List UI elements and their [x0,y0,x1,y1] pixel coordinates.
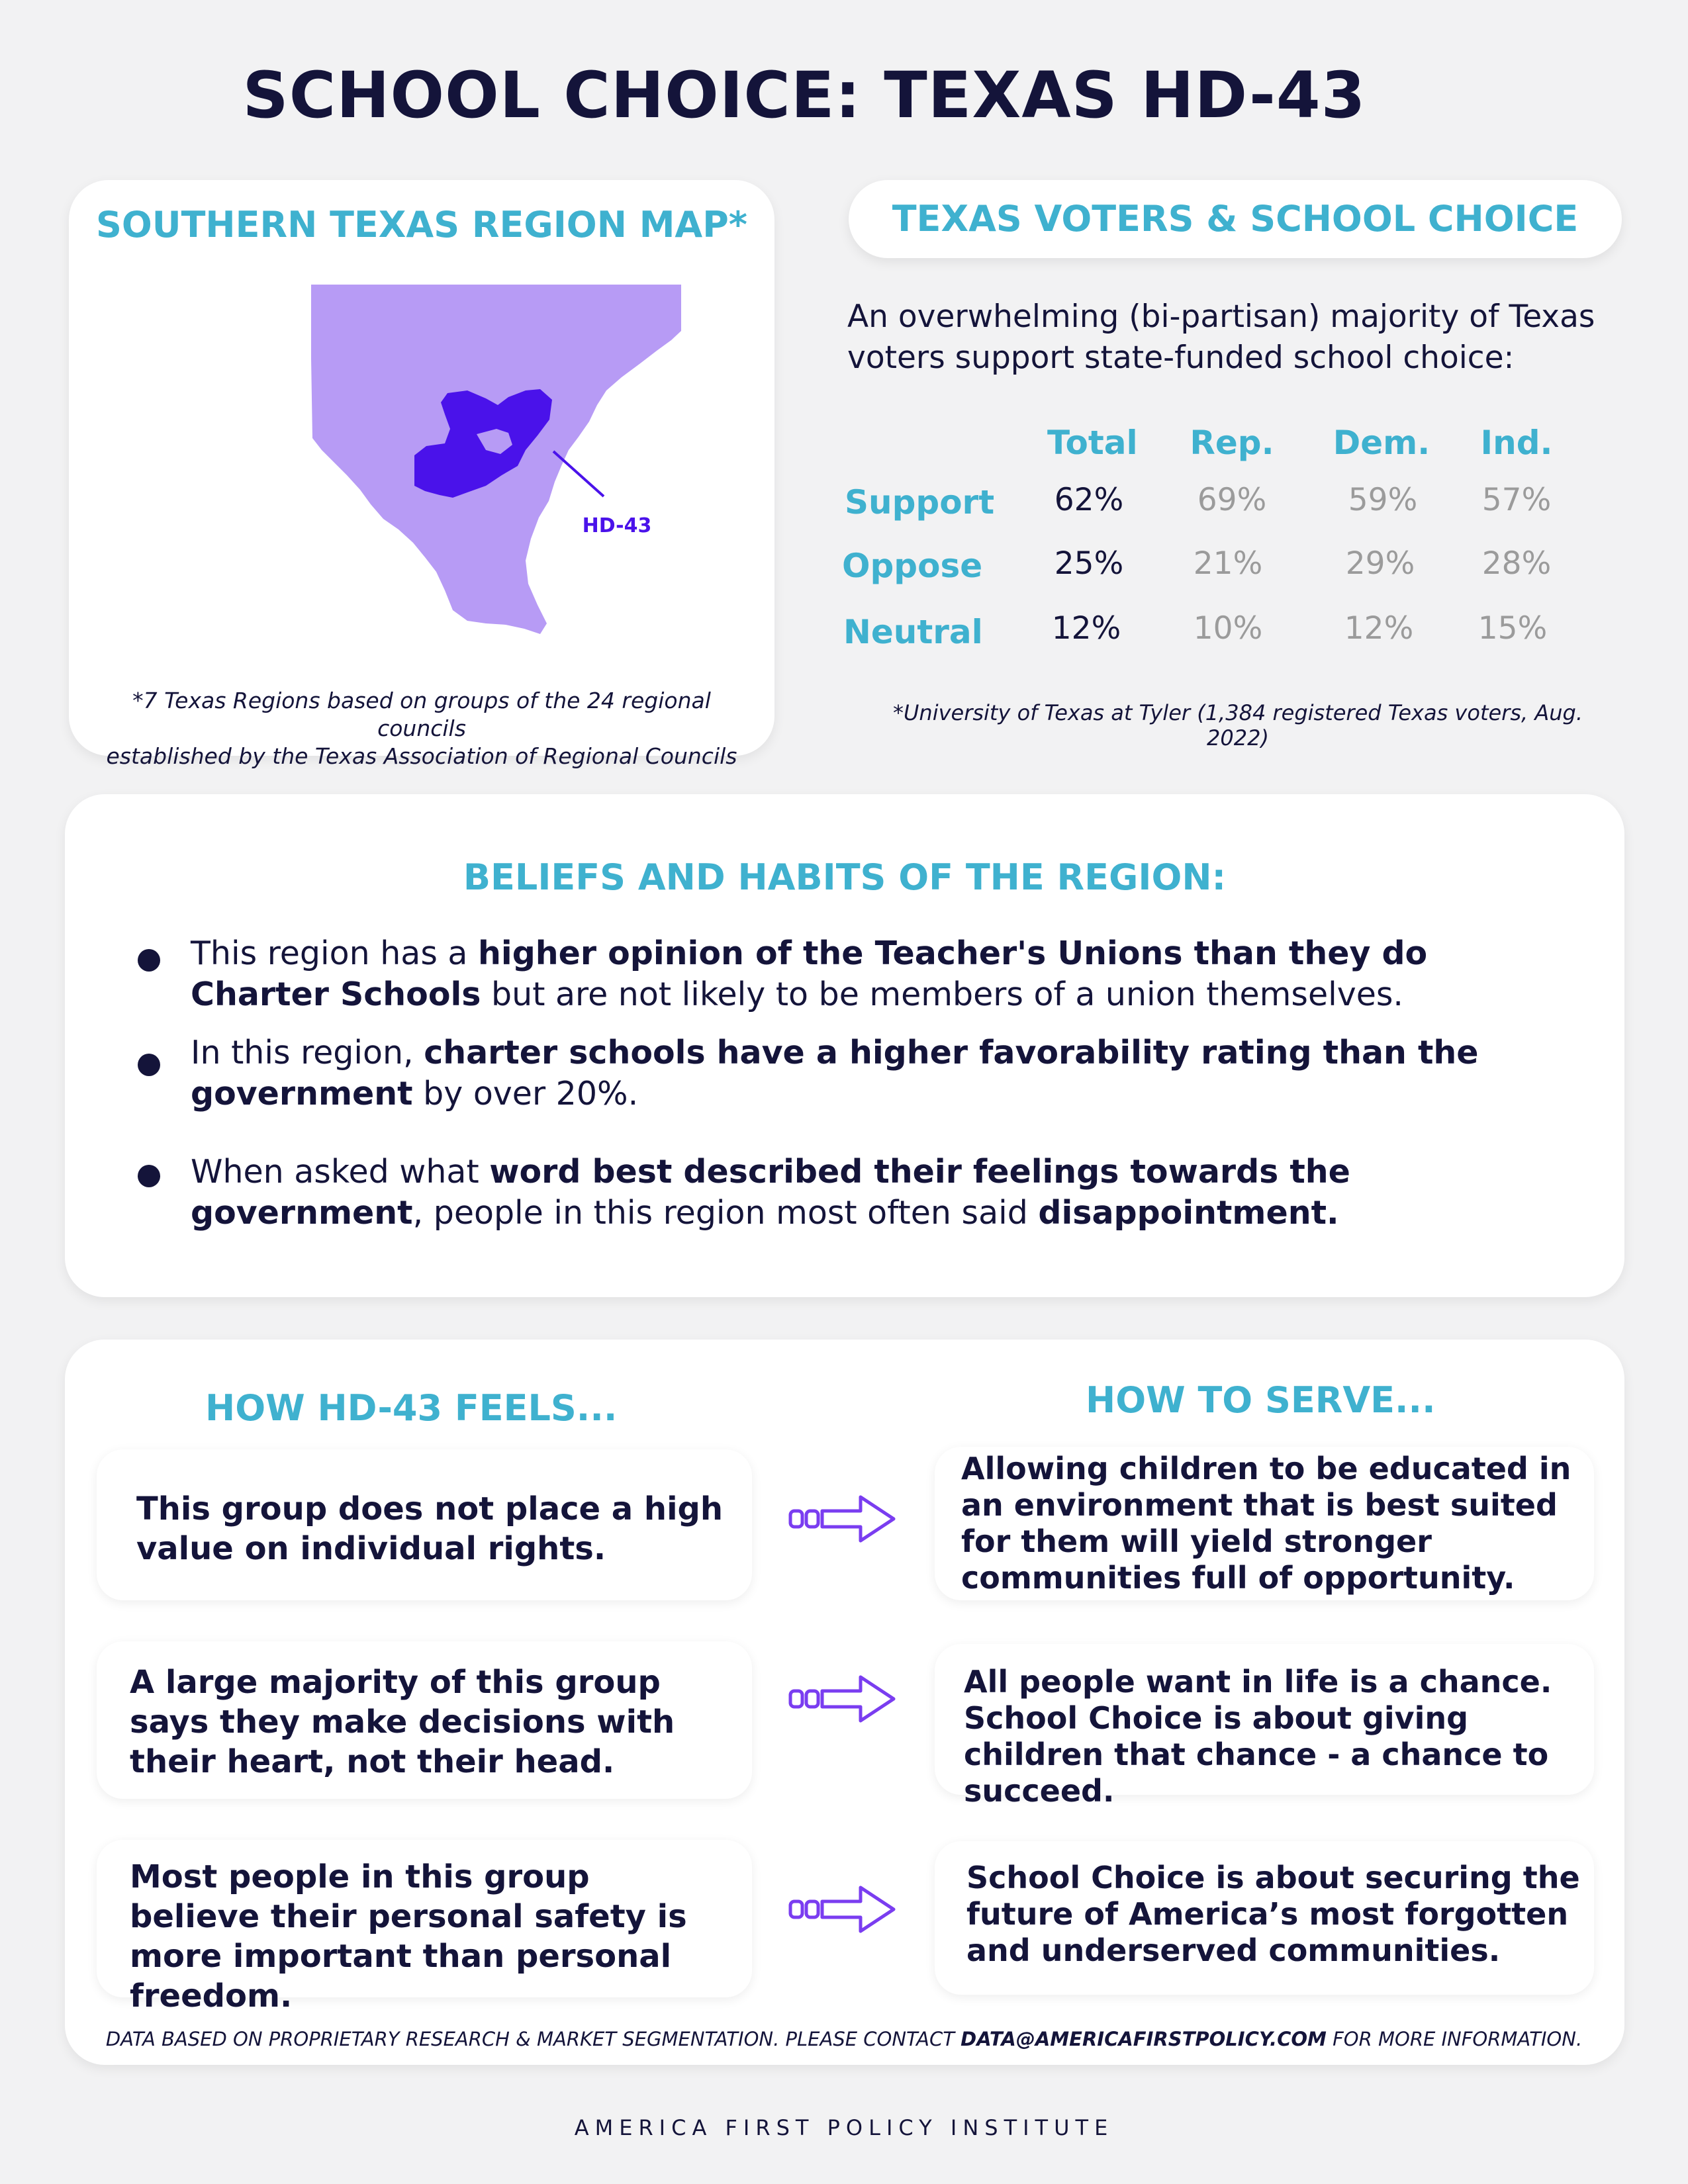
serve-text-2: All people want in life is a chance. Sch… [964,1664,1552,1809]
belief-text-bold: disappointment. [1038,1194,1339,1232]
belief-text: , people in this region most often said [412,1194,1039,1232]
serve-heading: HOW TO SERVE... [1086,1379,1436,1421]
serve-card-3 [935,1841,1594,1995]
belief-item-2: In this region, charter schools have a h… [191,1032,1568,1115]
serve-card-2 [935,1644,1594,1795]
region-map-card: SOUTHERN TEXAS REGION MAP* HD-43 *7 Texa… [69,180,774,769]
beliefs-card: BELIEFS AND HABITS OF THE REGION: This r… [65,794,1624,1297]
poll-cell: 25% [1054,545,1124,582]
belief-text: but are not likely to be members of a un… [481,976,1403,1013]
belief-text: When asked what [191,1153,490,1191]
serve-text-1: Allowing children to be educated in an e… [961,1451,1571,1596]
voters-heading-pill: TEXAS VOTERS & SCHOOL CHOICE [849,180,1622,258]
arrow-right-icon [788,1886,896,1933]
feels-heading: HOW HD-43 FEELS... [205,1387,618,1429]
poll-col-rep: Rep. [1190,424,1274,462]
poll-cell: 57% [1481,482,1552,518]
region-map-footnote: *7 Texas Regions based on groups of the … [95,687,748,770]
data-footnote: DATA BASED ON PROPRIETARY RESEARCH & MAR… [0,2028,1688,2050]
belief-text-bold: charter schools have a higher favorabili… [191,1034,1479,1113]
voters-intro: An overwhelming (bi-partisan) majority o… [847,298,1595,376]
poll-cell: 59% [1348,482,1418,518]
footnote-text: DATA BASED ON PROPRIETARY RESEARCH & MAR… [105,2028,961,2050]
serve-card-1 [935,1447,1594,1600]
hd43-callout-line [552,450,605,498]
poll-cell: 28% [1481,545,1552,582]
poll-cell: 10% [1193,610,1263,647]
texas-region-map: HD-43 [311,285,681,634]
poll-col-dem: Dem. [1333,424,1430,462]
belief-text-bold: word best described their feelings towar… [191,1153,1350,1232]
page-title: SCHOOL CHOICE: TEXAS HD-43 [242,58,1366,132]
hd43-label: HD-43 [583,514,652,537]
feel-card-3 [97,1840,752,1997]
poll-cell: 62% [1054,482,1124,518]
poll-source-note: *University of Texas at Tyler (1,384 reg… [892,700,1583,751]
arrow-right-icon [788,1675,896,1723]
poll-row-oppose: Oppose [842,547,983,585]
feel-text-2: A large majority of this group says they… [130,1664,675,1780]
poll-row-support: Support [845,483,995,522]
region-map-heading: SOUTHERN TEXAS REGION MAP* [95,204,748,246]
org-name: AMERICA FIRST POLICY INSTITUTE [574,2115,1114,2140]
belief-text: by over 20%. [412,1075,639,1113]
poll-cell: 29% [1345,545,1415,582]
region-map-footnote-line2: established by the Texas Association of … [106,743,737,769]
poll-col-total: Total [1047,424,1138,462]
belief-item-3: When asked what word best described thei… [191,1152,1568,1234]
feel-card-2 [97,1641,752,1799]
poll-cell: 21% [1193,545,1263,582]
belief-item-1: This region has a higher opinion of the … [191,933,1568,1015]
poll-cell: 15% [1477,610,1548,647]
poll-row-neutral: Neutral [843,613,983,651]
poll-cell: 12% [1051,610,1121,647]
bullet-icon [138,1054,160,1076]
hd43-district-shape [414,389,552,498]
serve-text-3: School Choice is about securing the futu… [966,1860,1580,1968]
footnote-text: FOR MORE INFORMATION. [1326,2028,1583,2050]
belief-text: In this region, [191,1034,424,1071]
bullet-icon [138,949,160,972]
belief-text: This region has a [191,934,479,972]
beliefs-heading: BELIEFS AND HABITS OF THE REGION: [463,856,1227,898]
arrow-right-icon [788,1495,896,1543]
poll-cell: 69% [1197,482,1267,518]
poll-cell: 12% [1344,610,1414,647]
feel-text-3: Most people in this group believe their … [130,1858,687,2015]
voters-heading: TEXAS VOTERS & SCHOOL CHOICE [892,198,1579,240]
contact-email-link[interactable]: DATA@AMERICAFIRSTPOLICY.COM [961,2028,1327,2050]
feel-card-1 [97,1449,752,1600]
poll-col-ind: Ind. [1480,424,1553,462]
feel-text-1: This group does not place a high value o… [136,1490,724,1567]
region-map-footnote-line1: *7 Texas Regions based on groups of the … [132,688,711,741]
bullet-icon [138,1165,160,1187]
belief-text-bold: higher opinion of the Teacher's Unions t… [191,934,1428,1013]
